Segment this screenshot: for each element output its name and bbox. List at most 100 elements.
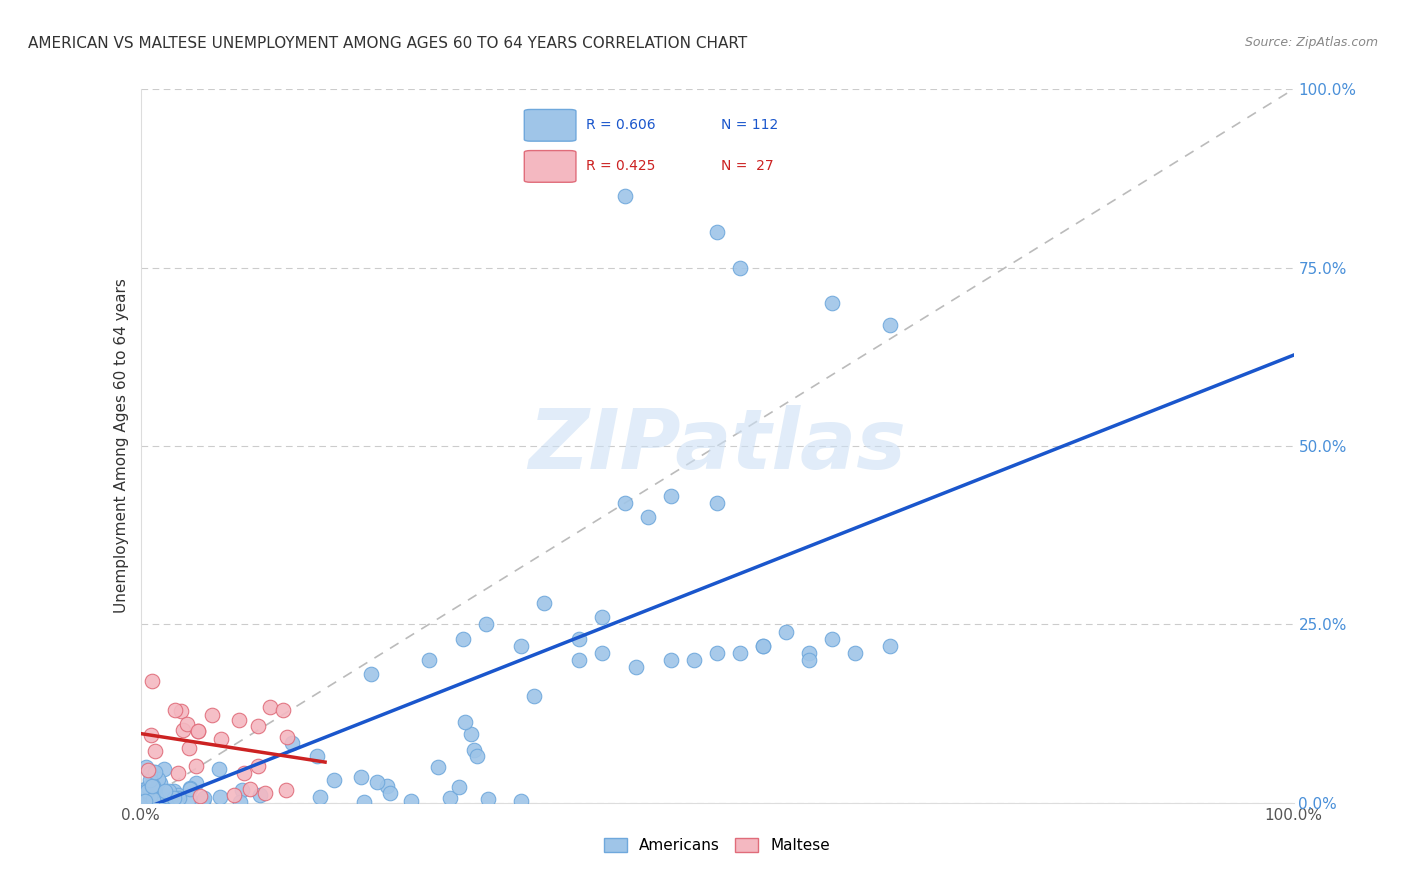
Point bbox=[229, 795, 252, 809]
Point bbox=[254, 786, 277, 800]
Point bbox=[160, 789, 183, 804]
Point bbox=[366, 774, 388, 789]
Point bbox=[141, 674, 163, 689]
Point bbox=[166, 766, 188, 780]
Point bbox=[799, 653, 821, 667]
Point bbox=[460, 727, 482, 741]
Point bbox=[613, 189, 636, 203]
Point bbox=[879, 318, 901, 332]
Point bbox=[350, 770, 373, 784]
Point bbox=[249, 788, 271, 802]
Point bbox=[146, 789, 169, 804]
Point bbox=[193, 791, 215, 805]
Point bbox=[523, 689, 546, 703]
Point bbox=[322, 772, 344, 787]
Point bbox=[145, 794, 167, 808]
Point bbox=[228, 713, 250, 727]
Point bbox=[728, 260, 751, 275]
Point bbox=[179, 793, 201, 807]
Point bbox=[142, 764, 165, 779]
Point bbox=[187, 724, 209, 739]
Point bbox=[659, 489, 682, 503]
Point bbox=[142, 792, 165, 806]
Point bbox=[131, 782, 153, 797]
Point bbox=[659, 653, 682, 667]
Point bbox=[207, 762, 229, 776]
Point bbox=[191, 794, 214, 808]
Point bbox=[568, 632, 591, 646]
Point bbox=[134, 794, 156, 808]
Point bbox=[156, 789, 179, 803]
Point bbox=[375, 779, 398, 793]
Point bbox=[191, 796, 214, 810]
Point bbox=[591, 610, 613, 624]
Point bbox=[626, 660, 648, 674]
Point bbox=[752, 639, 775, 653]
Point bbox=[136, 784, 159, 798]
Point bbox=[447, 780, 470, 794]
Text: ZIPatlas: ZIPatlas bbox=[529, 406, 905, 486]
Point bbox=[136, 788, 159, 802]
Y-axis label: Unemployment Among Ages 60 to 64 years: Unemployment Among Ages 60 to 64 years bbox=[114, 278, 129, 614]
Text: Source: ZipAtlas.com: Source: ZipAtlas.com bbox=[1244, 36, 1378, 49]
Point bbox=[453, 715, 475, 730]
Point bbox=[186, 775, 208, 789]
Point bbox=[143, 780, 166, 794]
Point bbox=[160, 789, 183, 804]
Point bbox=[426, 759, 449, 773]
Point bbox=[143, 764, 166, 779]
Point bbox=[172, 723, 194, 737]
Point bbox=[129, 789, 152, 803]
Point bbox=[706, 646, 728, 660]
Point bbox=[163, 790, 186, 805]
Point bbox=[453, 632, 475, 646]
Legend: Americans, Maltese: Americans, Maltese bbox=[598, 831, 837, 859]
Point bbox=[157, 784, 180, 798]
Point bbox=[201, 707, 224, 722]
Point bbox=[821, 296, 844, 310]
Point bbox=[613, 496, 636, 510]
Point bbox=[568, 653, 591, 667]
Point bbox=[728, 646, 751, 660]
Point bbox=[165, 703, 187, 717]
Point bbox=[305, 748, 328, 763]
Point bbox=[169, 790, 191, 805]
Point bbox=[308, 789, 330, 804]
Point bbox=[142, 779, 165, 793]
Point bbox=[136, 786, 159, 800]
Point bbox=[752, 639, 775, 653]
Point bbox=[399, 794, 422, 808]
Point bbox=[179, 741, 201, 756]
Point bbox=[233, 765, 256, 780]
Point bbox=[463, 742, 485, 756]
Point bbox=[209, 731, 232, 746]
Point bbox=[157, 791, 180, 805]
Point bbox=[148, 772, 170, 787]
Point bbox=[153, 763, 176, 777]
Point bbox=[231, 783, 253, 797]
Point bbox=[167, 788, 190, 802]
Point bbox=[139, 779, 162, 793]
Point bbox=[353, 795, 375, 809]
Point bbox=[179, 781, 201, 796]
Point bbox=[380, 786, 402, 800]
Point bbox=[224, 788, 246, 802]
Point bbox=[706, 225, 728, 239]
Point bbox=[879, 639, 901, 653]
Point bbox=[475, 617, 498, 632]
Point bbox=[145, 796, 167, 810]
Point bbox=[131, 789, 153, 804]
Point bbox=[156, 788, 179, 802]
Point bbox=[276, 730, 298, 744]
Point bbox=[465, 748, 488, 763]
Point bbox=[136, 763, 159, 777]
Point bbox=[439, 790, 461, 805]
Point bbox=[281, 736, 304, 750]
Point bbox=[637, 510, 659, 524]
Point bbox=[274, 782, 297, 797]
Point bbox=[360, 667, 382, 681]
Point bbox=[142, 785, 165, 799]
Point bbox=[706, 496, 728, 510]
Point bbox=[138, 780, 160, 794]
Point bbox=[152, 796, 174, 810]
